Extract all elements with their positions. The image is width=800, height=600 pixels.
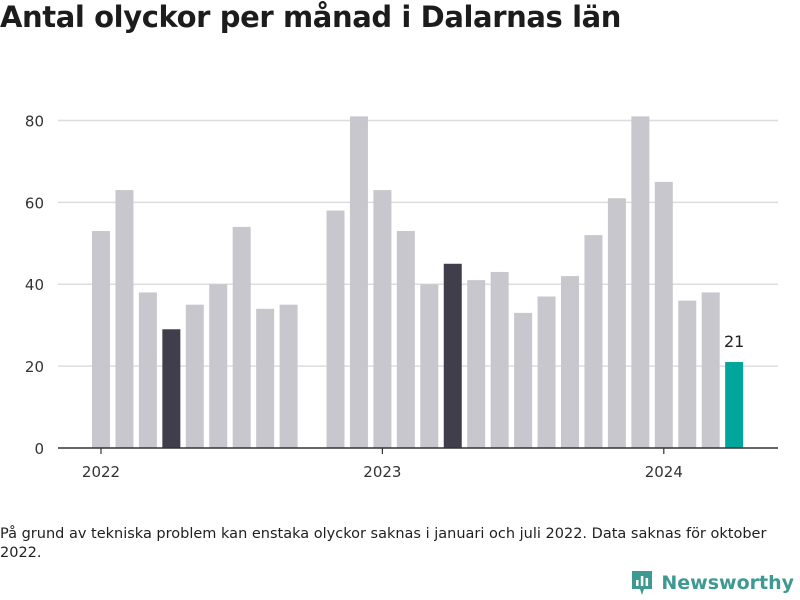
- x-tick-label: 2024: [645, 463, 683, 481]
- y-tick-label: 80: [25, 112, 44, 130]
- bar-2022-04[interactable]: [162, 329, 181, 448]
- bar-2023-01[interactable]: [373, 190, 392, 448]
- bar-2023-04[interactable]: [443, 263, 462, 448]
- brand[interactable]: Newsworthy: [630, 569, 794, 597]
- bar-2023-03[interactable]: [420, 284, 439, 448]
- bars: [92, 116, 744, 449]
- bar-2023-10[interactable]: [584, 235, 603, 448]
- y-tick-label: 20: [25, 358, 44, 376]
- bar-chart: 0 20 40 60 80 2022 2023 2024 21: [25, 112, 778, 481]
- x-tick-label: 2023: [363, 463, 401, 481]
- bar-2022-05[interactable]: [185, 304, 204, 448]
- bar-2022-09[interactable]: [279, 304, 298, 448]
- bar-2023-08[interactable]: [537, 296, 556, 448]
- bar-2022-02[interactable]: [115, 190, 134, 448]
- bar-2024-03[interactable]: [701, 292, 720, 448]
- brand-name: Newsworthy: [661, 572, 794, 594]
- bar-2022-07[interactable]: [232, 226, 251, 448]
- bar-2023-07[interactable]: [514, 312, 533, 448]
- bar-2024-02[interactable]: [678, 300, 697, 448]
- bar-2022-08[interactable]: [256, 308, 275, 448]
- footnote: På grund av tekniska problem kan enstaka…: [0, 526, 767, 561]
- value-label: 21: [724, 332, 744, 351]
- newsworthy-logo-icon: [632, 571, 653, 595]
- bar-2024-04[interactable]: [725, 362, 744, 448]
- bar-2024-01[interactable]: [654, 181, 673, 448]
- bar-2022-12[interactable]: [349, 116, 368, 449]
- x-tick-label: 2022: [82, 463, 120, 481]
- bar-2022-03[interactable]: [138, 292, 157, 448]
- bar-2022-11[interactable]: [326, 210, 345, 448]
- bar-2023-11[interactable]: [607, 198, 626, 448]
- bar-2022-06[interactable]: [209, 284, 228, 448]
- bar-2022-01[interactable]: [92, 231, 110, 448]
- bar-2023-05[interactable]: [467, 280, 486, 448]
- bar-2023-06[interactable]: [490, 271, 509, 448]
- y-tick-label: 60: [25, 194, 44, 212]
- axes: 0 20 40 60 80 2022 2023 2024 21: [25, 112, 778, 481]
- y-tick-label: 0: [34, 440, 44, 458]
- y-tick-label: 40: [25, 276, 44, 294]
- bar-2023-09[interactable]: [561, 276, 579, 448]
- bar-2023-02[interactable]: [396, 231, 415, 448]
- bar-2023-12[interactable]: [631, 116, 650, 449]
- page-title: Antal olyckor per månad i Dalarnas län: [0, 0, 622, 34]
